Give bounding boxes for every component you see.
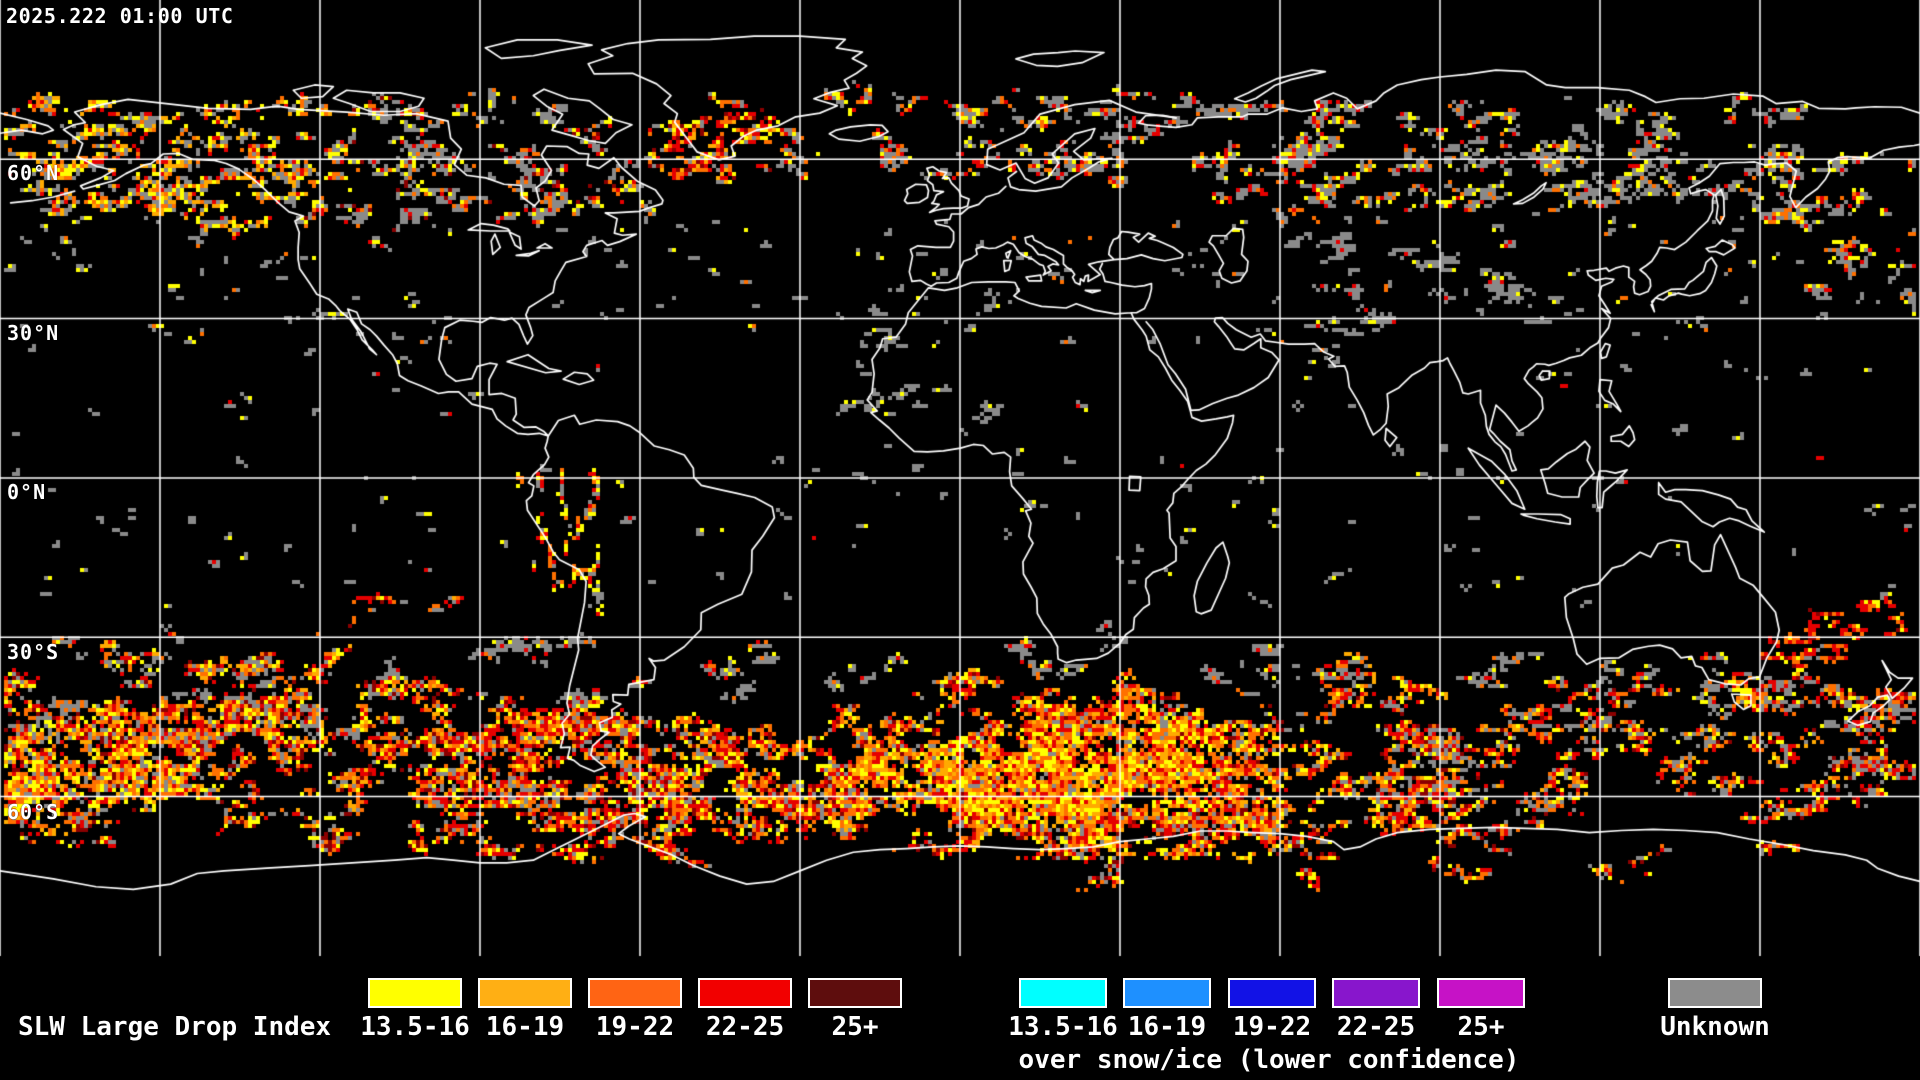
- legend-item-unknown: Unknown: [1660, 978, 1770, 1042]
- swatch-standard-16-19: [478, 978, 572, 1008]
- legend-label: 19-22: [595, 1012, 675, 1042]
- legend-label: 22-25: [705, 1012, 785, 1042]
- legend-title: SLW Large Drop Index: [18, 1012, 332, 1042]
- swatch-snow-13-5-16: [1019, 978, 1107, 1008]
- legend-snow-caption: over snow/ice (lower confidence): [1018, 1045, 1520, 1075]
- legend-item-standard-22-25: 22-25: [698, 978, 792, 1042]
- legend-item-standard-13-5-16: 13.5-16: [360, 978, 470, 1042]
- lat-label-60s: 60°S: [7, 800, 60, 824]
- legend-item-snow-22-25: 22-25: [1332, 978, 1420, 1042]
- legend-item-snow-13-5-16: 13.5-16: [1008, 978, 1118, 1042]
- swatch-snow-25plus: [1437, 978, 1525, 1008]
- legend-label: 16-19: [485, 1012, 565, 1042]
- swatch-snow-16-19: [1123, 978, 1211, 1008]
- lat-label-0n: 0°N: [7, 480, 47, 504]
- swatch-standard-25plus: [808, 978, 902, 1008]
- swatch-unknown: [1668, 978, 1762, 1008]
- legend-item-snow-25plus: 25+: [1437, 978, 1525, 1042]
- lat-label-30n: 30°N: [7, 321, 60, 345]
- swatch-snow-22-25: [1332, 978, 1420, 1008]
- swatch-snow-19-22: [1228, 978, 1316, 1008]
- swatch-standard-22-25: [698, 978, 792, 1008]
- legend-label: 25+: [831, 1012, 879, 1042]
- legend-label: 13.5-16: [360, 1012, 470, 1042]
- timestamp: 2025.222 01:00 UTC: [6, 4, 234, 28]
- lat-label-60n: 60°N: [7, 161, 60, 185]
- legend-label: 22-25: [1336, 1012, 1416, 1042]
- legend-item-standard-19-22: 19-22: [588, 978, 682, 1042]
- lat-label-30s: 30°S: [7, 640, 60, 664]
- swatch-standard-19-22: [588, 978, 682, 1008]
- legend-item-standard-25plus: 25+: [808, 978, 902, 1042]
- legend-label: 13.5-16: [1008, 1012, 1118, 1042]
- legend-item-snow-16-19: 16-19: [1123, 978, 1211, 1042]
- legend-item-snow-19-22: 19-22: [1228, 978, 1316, 1042]
- legend-item-standard-16-19: 16-19: [478, 978, 572, 1042]
- legend-label: 25+: [1457, 1012, 1505, 1042]
- legend-label: Unknown: [1660, 1012, 1770, 1042]
- legend-label: 19-22: [1232, 1012, 1312, 1042]
- swatch-standard-13-5-16: [368, 978, 462, 1008]
- legend-label: 16-19: [1127, 1012, 1207, 1042]
